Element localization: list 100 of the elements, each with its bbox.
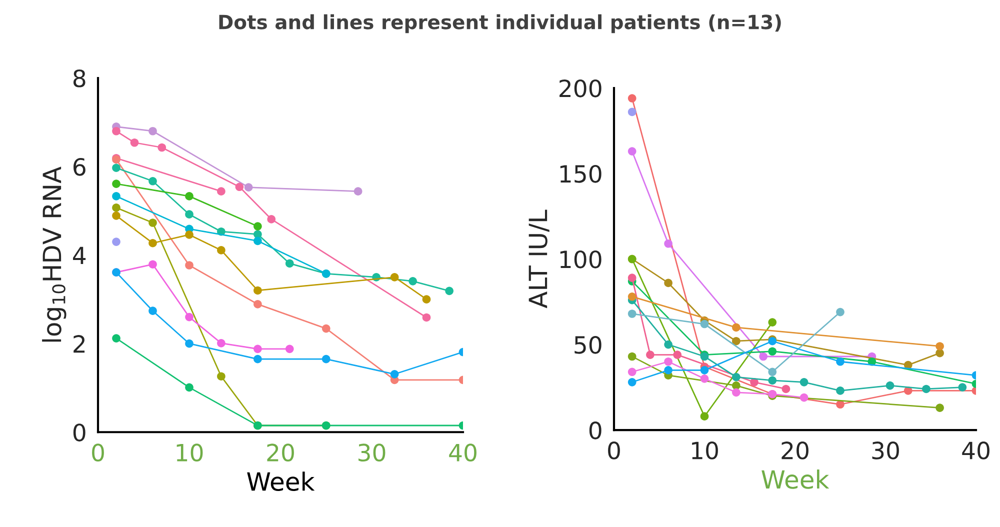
point <box>254 300 262 308</box>
point <box>700 366 709 374</box>
point <box>664 340 672 349</box>
x-tick-label: 40 <box>962 442 990 460</box>
point <box>664 357 672 366</box>
point <box>148 218 157 227</box>
point <box>700 320 709 328</box>
point <box>112 192 120 200</box>
x-tick-label: 30 <box>358 444 386 462</box>
point <box>768 376 777 385</box>
point <box>112 212 120 220</box>
point <box>158 143 166 152</box>
point <box>254 354 262 364</box>
point <box>628 274 636 282</box>
y-tick-label: 0 <box>589 421 602 440</box>
point <box>628 352 636 361</box>
point <box>112 180 120 188</box>
point <box>836 357 844 366</box>
point <box>254 222 262 230</box>
y-tick-label: 100 <box>560 250 602 268</box>
point <box>254 344 262 354</box>
point <box>628 292 636 301</box>
point <box>922 384 930 394</box>
point <box>244 183 253 192</box>
point <box>628 108 636 116</box>
point <box>354 187 362 196</box>
point <box>148 176 157 186</box>
point <box>628 147 636 156</box>
point <box>936 342 944 350</box>
x-tick-label: 0 <box>92 444 104 462</box>
point <box>130 138 139 147</box>
x-tick-label: 20 <box>782 442 808 460</box>
point <box>732 323 740 332</box>
point <box>628 94 636 102</box>
point <box>445 286 454 296</box>
point <box>390 273 399 282</box>
point <box>886 381 894 390</box>
x-axis-title: Week <box>247 472 315 492</box>
chart-title: Dots and lines represent individual patients (n=13) <box>219 14 781 34</box>
point <box>254 286 262 295</box>
point <box>732 388 740 397</box>
y-tick-label: 2 <box>74 335 85 353</box>
point <box>768 347 777 356</box>
point <box>732 372 740 382</box>
point <box>112 126 120 136</box>
point <box>646 350 654 359</box>
point <box>768 318 777 326</box>
point <box>112 238 120 246</box>
point <box>148 126 157 136</box>
y-tick-label: 200 <box>560 79 602 98</box>
point <box>185 261 194 270</box>
point <box>267 215 276 224</box>
point <box>112 204 120 212</box>
point <box>112 334 120 342</box>
x-tick-label: 10 <box>692 442 718 460</box>
point <box>700 412 709 421</box>
point <box>217 187 226 196</box>
point <box>664 278 672 288</box>
point <box>112 164 120 172</box>
point <box>148 238 157 248</box>
point <box>732 336 740 346</box>
x-tick-label: 40 <box>449 444 476 462</box>
point <box>664 366 672 374</box>
point <box>836 386 844 395</box>
point <box>422 295 431 304</box>
point <box>235 182 244 192</box>
x-tick-label: 30 <box>872 442 899 460</box>
point <box>836 308 844 316</box>
point <box>673 350 682 359</box>
x-tick-label: 0 <box>608 442 620 460</box>
point <box>148 306 157 316</box>
point <box>390 370 399 378</box>
point <box>185 312 194 322</box>
point <box>148 260 157 269</box>
point <box>217 338 226 348</box>
y-tick-label: 50 <box>574 336 602 354</box>
point <box>800 393 808 402</box>
point <box>936 404 944 412</box>
point <box>628 368 636 376</box>
point <box>628 378 636 386</box>
x-axis-title: Week <box>762 470 830 489</box>
y-tick-label: 4 <box>73 246 86 264</box>
point <box>628 310 636 318</box>
point <box>322 324 330 333</box>
point <box>759 352 768 361</box>
point <box>732 381 740 390</box>
point <box>800 378 808 386</box>
point <box>185 339 194 348</box>
point <box>664 239 672 248</box>
point <box>185 192 194 200</box>
point <box>700 374 709 383</box>
point <box>185 230 194 239</box>
x-tick-label: 10 <box>176 444 203 462</box>
point <box>217 372 226 381</box>
point <box>217 246 226 254</box>
point <box>782 384 790 394</box>
point <box>422 313 431 322</box>
y-tick-label: 8 <box>73 69 86 88</box>
y-tick-label: 0 <box>73 424 86 442</box>
point <box>185 210 194 219</box>
